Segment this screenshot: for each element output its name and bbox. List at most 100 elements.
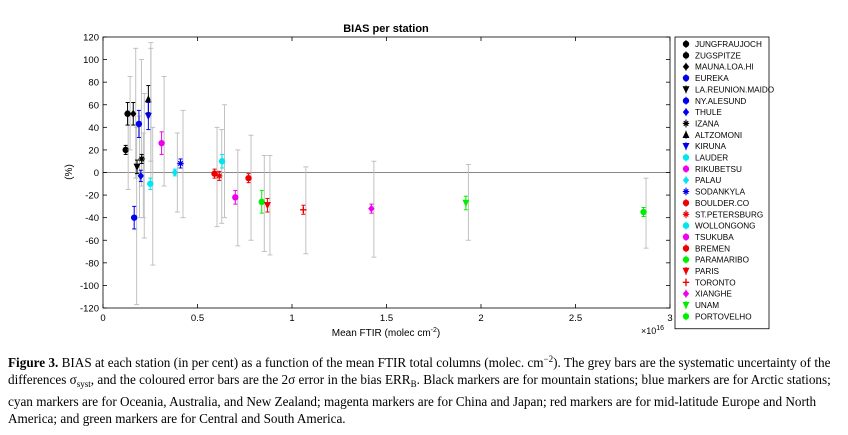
legend-entry-boulder-co: BOULDER.CO xyxy=(682,198,749,208)
marker-toronto xyxy=(300,206,307,213)
legend-entry-thule: THULE xyxy=(682,108,722,117)
x-tick-label: 1 xyxy=(289,313,294,324)
data-point-st-petersburg xyxy=(216,129,225,224)
legend-marker-st-petersburg xyxy=(682,211,690,218)
legend-entry-lauder: LAUDER xyxy=(682,153,728,163)
legend-marker-kiruna xyxy=(682,142,690,151)
legend-label-zugspitze: ZUGSPITZE xyxy=(695,51,741,60)
y-tick-label: 20 xyxy=(88,145,99,156)
legend-entry-toronto: TORONTO xyxy=(682,278,736,287)
x-tick-label: 2.5 xyxy=(569,313,582,324)
legend-marker-bremen xyxy=(682,245,690,252)
figure-caption: Figure 3. BIAS at each station (in per c… xyxy=(8,354,831,426)
chart-title: BIAS per station xyxy=(343,23,429,35)
legend-entry-xianghe: XIANGHE xyxy=(682,289,732,299)
y-axis-label: (%) xyxy=(64,164,75,180)
legend-entry-jungfraujoch: JUNGFRAUJOCH xyxy=(682,40,762,49)
legend-entry-rikubetsu: RIKUBETSU xyxy=(682,164,742,174)
x-tick-label: 3 xyxy=(667,313,672,324)
legend-label-la-reunion-maido: LA.REUNION.MAIDO xyxy=(695,85,774,94)
x-tick-label: 0 xyxy=(100,313,105,324)
legend-marker-jungfraujoch xyxy=(682,40,690,48)
legend-label-eureka: EUREKA xyxy=(695,74,729,83)
data-point-toronto xyxy=(300,166,309,255)
legend-label-sodankyla: SODANKYLA xyxy=(695,188,746,197)
marker-mauna-loa-hi xyxy=(130,109,137,118)
legend-entry-ny-alesund: NY.ALESUND xyxy=(682,96,746,106)
y-tick-label: -40 xyxy=(85,213,99,224)
legend-label-palau: PALAU xyxy=(695,176,721,185)
marker-zugspitze xyxy=(124,110,131,117)
marker-kiruna xyxy=(144,112,152,121)
data-point-bremen xyxy=(245,134,254,241)
legend-entry-unam: UNAM xyxy=(682,301,719,310)
legend-marker-wollongong xyxy=(682,222,690,229)
legend-entry-altzomoni: ALTZOMONI xyxy=(682,130,742,140)
legend-box xyxy=(674,36,770,330)
data-point-rikubetsu xyxy=(158,76,167,187)
legend-entry-eureka: EUREKA xyxy=(682,74,729,83)
marker-jungfraujoch xyxy=(122,146,129,154)
y-tick-label: -60 xyxy=(85,236,99,247)
legend-entry-izana: IZANA xyxy=(682,119,720,128)
marker-palau xyxy=(171,168,179,177)
legend-entry-wollongong: WOLLONGONG xyxy=(682,221,756,231)
legend-label-rikubetsu: RIKUBETSU xyxy=(695,165,742,174)
y-tick-label: -100 xyxy=(80,281,99,292)
legend-label-portovelho: PORTOVELHO xyxy=(695,312,752,321)
legend-marker-ny-alesund xyxy=(682,97,690,104)
legend-marker-eureka xyxy=(682,74,690,82)
legend-entry-tsukuba: TSUKUBA xyxy=(682,232,734,242)
marker-bremen xyxy=(245,174,252,182)
legend-entry-paramaribo: PARAMARIBO xyxy=(682,255,749,265)
bias-chart: BIAS per station 120100806040200-20-40-6… xyxy=(64,23,774,339)
marker-wollongong xyxy=(218,158,226,165)
data-point-wollongong xyxy=(218,104,228,219)
legend-entry-portovelho: PORTOVELHO xyxy=(682,312,752,321)
legend-label-izana: IZANA xyxy=(695,119,720,128)
data-point-unam xyxy=(462,164,471,241)
y-tick-label: 80 xyxy=(88,78,99,89)
legend-label-paris: PARIS xyxy=(695,267,720,276)
marker-sodankyla xyxy=(177,160,184,167)
data-point-palau xyxy=(171,132,180,213)
legend-marker-izana xyxy=(682,120,690,127)
legend-marker-rikubetsu xyxy=(682,165,690,173)
marker-boulder-co xyxy=(211,170,218,177)
legend-marker-altzomoni xyxy=(682,130,690,138)
y-tick-label: 0 xyxy=(94,168,99,179)
legend-label-ny-alesund: NY.ALESUND xyxy=(695,97,746,106)
y-tick-label: -120 xyxy=(80,304,99,315)
x-axis-exponent: ×1016 xyxy=(641,325,664,336)
legend-label-lauder: LAUDER xyxy=(695,154,728,163)
data-point-xianghe xyxy=(368,160,377,258)
legend-entry-kiruna: KIRUNA xyxy=(682,142,726,151)
data-point-boulder-co xyxy=(211,126,220,228)
data-point-thule xyxy=(137,132,146,219)
legend-label-jungfraujoch: JUNGFRAUJOCH xyxy=(695,40,762,49)
legend-marker-portovelho xyxy=(682,313,690,320)
legend-marker-toronto xyxy=(682,279,690,286)
data-point-izana xyxy=(138,93,147,239)
legend-label-bremen: BREMEN xyxy=(695,244,730,253)
legend-label-thule: THULE xyxy=(695,108,722,117)
legend-label-boulder-co: BOULDER.CO xyxy=(695,199,749,208)
legend-marker-paris xyxy=(682,267,690,275)
legend-label-st-petersburg: ST.PETERSBURG xyxy=(695,210,763,219)
legend-marker-xianghe xyxy=(682,289,690,298)
marker-rikubetsu xyxy=(158,139,165,147)
legend-marker-zugspitze xyxy=(682,52,690,59)
y-tick-label: -20 xyxy=(85,191,99,202)
legend-marker-boulder-co xyxy=(682,199,690,207)
marker-altzomoni xyxy=(144,95,152,103)
data-point-mauna-loa-hi xyxy=(130,47,139,179)
data-point-eureka xyxy=(130,126,140,306)
legend-label-mauna-loa-hi: MAUNA.LOA.HI xyxy=(695,63,754,72)
legend-marker-palau xyxy=(682,176,690,184)
legend-marker-thule xyxy=(682,108,690,116)
legend-label-altzomoni: ALTZOMONI xyxy=(695,131,742,140)
legend-entry-paris: PARIS xyxy=(682,267,720,276)
legend-entry-mauna-loa-hi: MAUNA.LOA.HI xyxy=(682,63,754,72)
legend-label-kiruna: KIRUNA xyxy=(695,142,726,151)
legend-label-toronto: TORONTO xyxy=(695,278,736,287)
